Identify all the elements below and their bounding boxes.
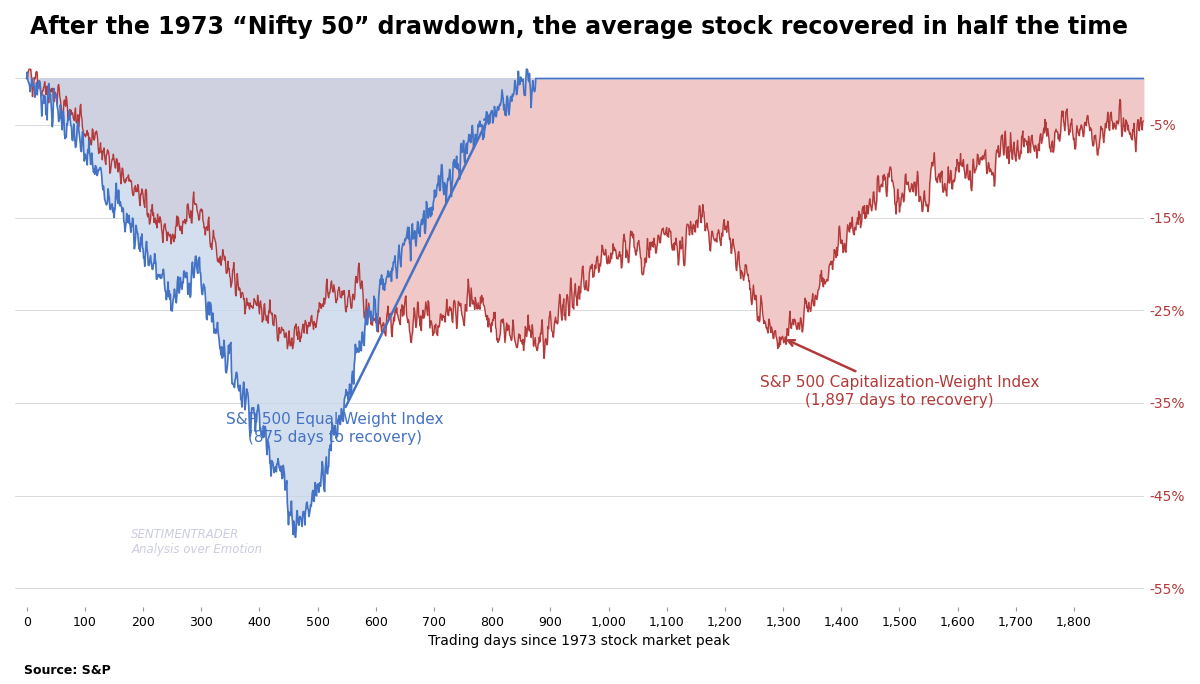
Text: S&P 500 Capitalization-Weight Index
(1,897 days to recovery): S&P 500 Capitalization-Weight Index (1,8… xyxy=(760,340,1039,408)
Text: Source: S&P: Source: S&P xyxy=(24,664,110,677)
X-axis label: Trading days since 1973 stock market peak: Trading days since 1973 stock market pea… xyxy=(428,635,731,648)
Title: After the 1973 “Nifty 50” drawdown, the average stock recovered in half the time: After the 1973 “Nifty 50” drawdown, the … xyxy=(30,15,1128,39)
Text: SENTIMENTRADER
Analysis over Emotion: SENTIMENTRADER Analysis over Emotion xyxy=(131,528,263,556)
Text: S&P 500 Equal-Weight Index
(875 days to recovery): S&P 500 Equal-Weight Index (875 days to … xyxy=(227,116,490,445)
